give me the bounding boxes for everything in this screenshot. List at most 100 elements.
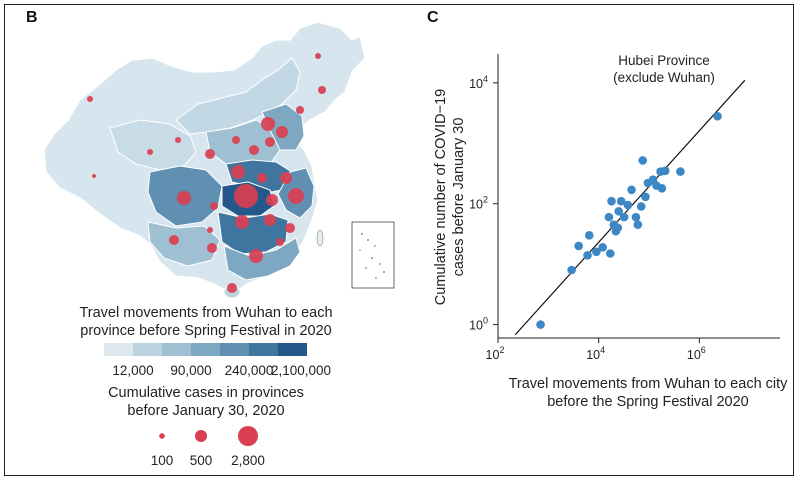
case-bubble bbox=[266, 194, 278, 206]
scatter-point bbox=[574, 241, 583, 251]
case-bubble bbox=[276, 238, 284, 246]
scatter-point bbox=[614, 206, 624, 216]
scatter-plot: Cumulative number of COVID−19 cases befo… bbox=[433, 53, 788, 410]
case-bubble bbox=[288, 188, 304, 204]
y-axis-title-line1: Cumulative number of COVID−19 bbox=[433, 89, 449, 305]
case-bubble bbox=[87, 96, 93, 102]
y-tick-label: 104 bbox=[469, 74, 488, 91]
case-bubble bbox=[264, 214, 276, 226]
scatter-point bbox=[638, 156, 648, 165]
color-scale-tick-label: 12,000 bbox=[112, 363, 153, 378]
case-bubble bbox=[92, 174, 96, 178]
color-scale-swatch bbox=[104, 343, 133, 356]
scatter-point bbox=[536, 320, 545, 329]
x-tick-label: 104 bbox=[586, 345, 605, 362]
scatter-point bbox=[592, 247, 601, 257]
hubei-annotation-line2: (exclude Wuhan) bbox=[613, 70, 715, 85]
scatter-point bbox=[613, 223, 623, 233]
case-bubble bbox=[318, 86, 326, 94]
x-axis-title-line1: Travel movements from Wuhan to each city bbox=[509, 376, 789, 392]
scatter-point bbox=[660, 166, 670, 176]
color-scale-swatch bbox=[220, 343, 249, 356]
size-legend-bubble bbox=[195, 430, 207, 442]
x-tick-label: 102 bbox=[486, 345, 505, 362]
scatter-point bbox=[616, 196, 626, 206]
province-shaanxi-shanxi bbox=[205, 119, 281, 169]
travel-legend-title-line1: Travel movements from Wuhan to each bbox=[79, 305, 332, 321]
case-bubble bbox=[232, 136, 240, 144]
panel-label-b: B bbox=[26, 9, 38, 26]
province-yunnan-guizhou bbox=[147, 221, 221, 267]
scatter-point bbox=[627, 185, 636, 195]
scatter-point bbox=[631, 212, 641, 222]
case-bubble bbox=[207, 227, 213, 233]
case-bubble bbox=[261, 117, 275, 131]
travel-legend-title-line2: province before Spring Festival in 2020 bbox=[80, 323, 331, 339]
color-scale-swatch bbox=[278, 343, 307, 356]
case-bubble bbox=[169, 235, 179, 245]
scatter-point bbox=[633, 220, 643, 229]
scatter-point bbox=[636, 202, 646, 211]
scatter-point bbox=[567, 265, 576, 275]
case-bubble bbox=[207, 243, 217, 253]
scatter-point bbox=[598, 243, 607, 252]
province-gansu-qinghai bbox=[109, 119, 197, 171]
figure-frame bbox=[4, 4, 794, 476]
x-axis-title-line2: before the Spring Festival 2020 bbox=[547, 394, 749, 410]
color-scale-tick-label: 90,000 bbox=[170, 363, 211, 378]
cases-size-legend: 100 500 2,800 bbox=[151, 426, 265, 468]
scatter-point bbox=[676, 167, 685, 176]
case-bubble bbox=[205, 149, 215, 159]
scatter-point bbox=[713, 111, 722, 121]
case-bubble bbox=[249, 145, 259, 155]
case-bubble bbox=[276, 126, 288, 138]
size-legend-label: 100 bbox=[151, 453, 174, 468]
scatter-point bbox=[657, 183, 667, 193]
case-bubble bbox=[234, 184, 258, 208]
cases-legend-title-line1: Cumulative cases in provinces bbox=[108, 385, 304, 401]
case-bubble bbox=[285, 223, 295, 233]
x-tick-label: 106 bbox=[687, 345, 706, 362]
color-scale-tick-label: 240,000 bbox=[225, 363, 274, 378]
south-china-sea-inset bbox=[351, 221, 395, 289]
scatter-point bbox=[584, 231, 594, 240]
scatter-point bbox=[604, 212, 614, 222]
size-legend-bubble bbox=[238, 426, 258, 446]
y-axis-title: Cumulative number of COVID−19 cases befo… bbox=[433, 89, 467, 305]
scatter-point bbox=[619, 212, 629, 222]
case-bubble bbox=[315, 53, 321, 59]
color-scale-swatch bbox=[162, 343, 191, 356]
size-legend-label: 2,800 bbox=[231, 453, 265, 468]
cases-legend-title-line2: before January 30, 2020 bbox=[127, 403, 284, 419]
case-bubble bbox=[147, 149, 153, 155]
color-scale-swatch bbox=[133, 343, 162, 356]
color-scale-swatch bbox=[191, 343, 220, 356]
province-taiwan bbox=[316, 229, 324, 247]
china-province-map bbox=[43, 21, 395, 299]
y-tick-label: 102 bbox=[469, 195, 488, 212]
scatter-point bbox=[605, 249, 615, 258]
case-bubble bbox=[210, 202, 218, 210]
case-bubble bbox=[177, 191, 191, 205]
scatter-point bbox=[641, 192, 650, 202]
case-bubble bbox=[257, 173, 267, 183]
hubei-annotation-line1: Hubei Province bbox=[618, 53, 710, 68]
scatter-point bbox=[583, 251, 592, 260]
case-bubble bbox=[231, 165, 245, 179]
scatter-point bbox=[607, 196, 616, 206]
size-legend-bubble bbox=[159, 433, 165, 439]
y-tick-label: 100 bbox=[469, 316, 488, 333]
case-bubble bbox=[235, 215, 249, 229]
y-axis-title-line2: cases before January 30 bbox=[451, 118, 467, 277]
case-bubble bbox=[249, 249, 263, 263]
color-scale-tick-label: 2,100,000 bbox=[271, 363, 331, 378]
case-bubble bbox=[280, 172, 292, 184]
color-scale-swatch bbox=[249, 343, 278, 356]
case-bubble bbox=[175, 137, 181, 143]
panel-label-c: C bbox=[427, 9, 439, 26]
map-case-bubbles bbox=[87, 53, 326, 293]
case-bubble bbox=[227, 283, 237, 293]
case-bubble bbox=[296, 106, 304, 114]
case-bubble bbox=[265, 137, 275, 147]
